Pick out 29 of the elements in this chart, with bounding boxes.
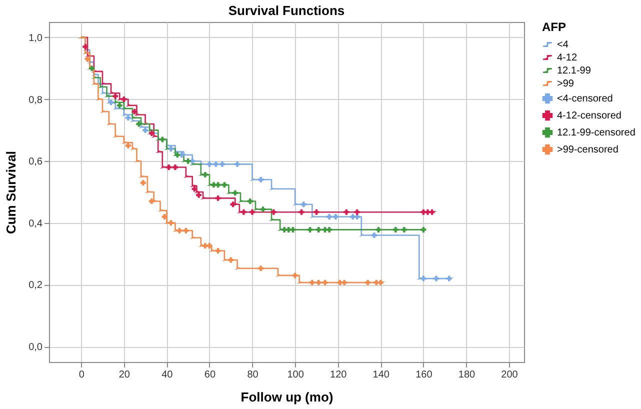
y-tick-label: 0,8: [28, 94, 43, 106]
x-tick-label: 180: [458, 370, 476, 380]
legend-label: 4-12: [557, 52, 578, 64]
y-axis-title: Cum Survival: [4, 150, 19, 234]
x-axis-title: Follow up (mo): [240, 390, 334, 404]
legend-label: 4-12-censored: [557, 110, 622, 122]
legend-label: 12.1-99-censored: [557, 128, 636, 138]
x-tick-label: 200: [501, 370, 518, 380]
y-tick-label: 0,6: [28, 156, 43, 168]
legend-label: >99-censored: [557, 144, 618, 156]
legend-title: AFP: [542, 20, 566, 34]
legend-label: >99: [557, 78, 574, 90]
y-tick-label: 0,2: [28, 280, 43, 292]
y-tick-label: 0,4: [28, 218, 43, 230]
x-tick-label: 80: [247, 370, 259, 380]
legend-label: <4: [557, 40, 569, 50]
x-tick-label: 140: [372, 370, 390, 380]
x-tick-label: 160: [416, 370, 433, 380]
y-tick-label: 0,0: [28, 342, 43, 354]
y-tick-label: 1,0: [28, 32, 43, 44]
x-tick-label: 20: [118, 370, 130, 380]
legend-label: <4-censored: [557, 94, 613, 104]
x-tick-label: 100: [287, 370, 304, 380]
x-tick-label: 40: [162, 370, 174, 380]
legend-label: 12.1-99: [557, 66, 592, 76]
chart-title: Survival Functions: [228, 3, 345, 18]
x-tick-label: 120: [330, 370, 348, 380]
x-tick-label: 60: [204, 370, 216, 380]
x-tick-label: 0: [78, 370, 85, 380]
